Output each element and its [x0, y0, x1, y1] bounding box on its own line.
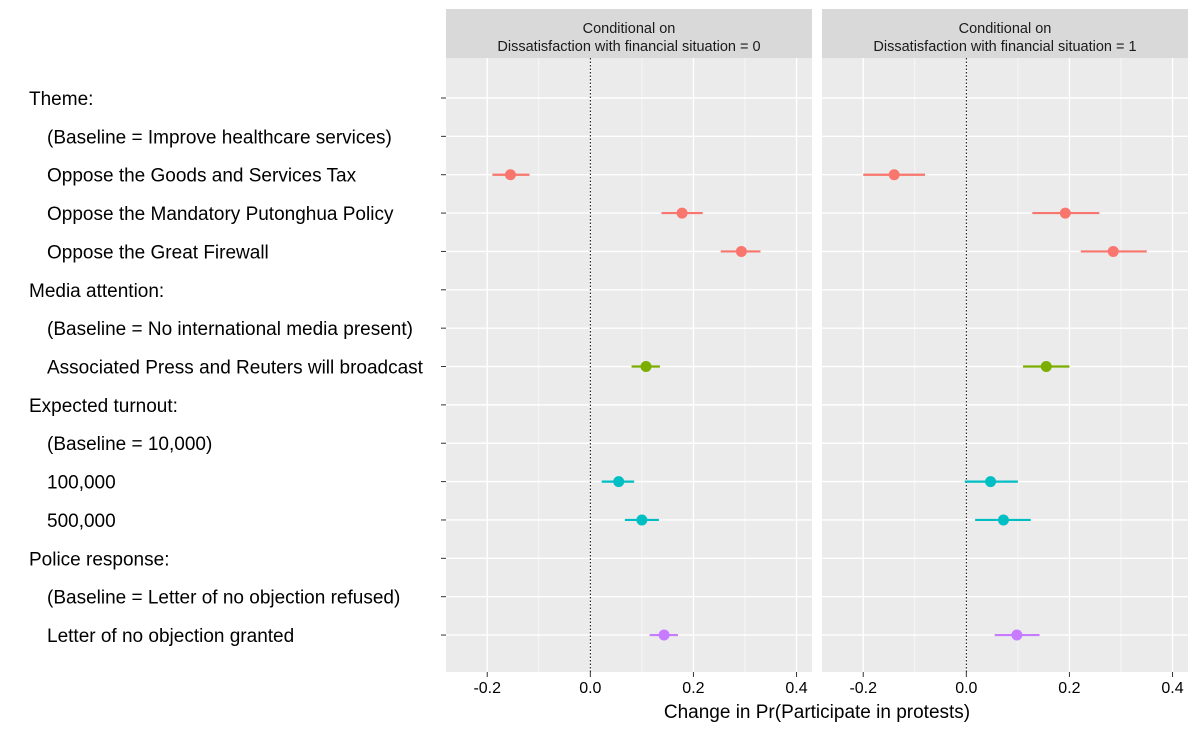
x-tick-label: 0.2	[1058, 680, 1080, 697]
row-label: (Baseline = 10,000)	[47, 434, 212, 455]
point-estimate	[985, 476, 997, 488]
facet-panel-2: Conditional on Dissatisfaction with finan…	[822, 9, 1188, 697]
row-label: Oppose the Great Firewall	[47, 242, 269, 263]
point-estimate	[735, 245, 747, 257]
point-estimate	[636, 514, 648, 526]
row-label: Expected turnout:	[29, 396, 178, 417]
point-estimate	[1011, 629, 1023, 641]
point-estimate	[504, 169, 516, 181]
facet-strip-subtitle: Dissatisfaction with financial situation…	[497, 39, 760, 55]
row-label: 100,000	[47, 473, 116, 494]
x-tick-label: 0.0	[579, 680, 601, 697]
facet-strip	[822, 9, 1188, 58]
row-label: (Baseline = No international media prese…	[47, 319, 413, 340]
facet-strip	[446, 9, 812, 58]
row-label: Oppose the Goods and Services Tax	[47, 166, 357, 187]
panel-background	[446, 58, 812, 672]
row-label: Oppose the Mandatory Putonghua Policy	[47, 204, 394, 225]
row-label: Police response:	[29, 549, 169, 570]
facet-strip-title: Conditional on	[959, 21, 1052, 37]
point-estimate	[658, 629, 670, 641]
row-label: Letter of no objection granted	[47, 626, 294, 647]
facet-strip-subtitle: Dissatisfaction with financial situation…	[873, 39, 1136, 55]
x-axis-title: Change in Pr(Participate in protests)	[664, 702, 970, 723]
row-label: Media attention:	[29, 281, 164, 302]
x-tick-label: -0.2	[473, 680, 501, 697]
x-tick-label: -0.2	[849, 680, 877, 697]
row-label: (Baseline = Improve healthcare services)	[47, 127, 392, 148]
row-label: (Baseline = Letter of no objection refus…	[47, 588, 400, 609]
facet-strip-title: Conditional on	[583, 21, 676, 37]
point-estimate	[613, 476, 625, 488]
row-label: Associated Press and Reuters will broadc…	[47, 358, 424, 379]
point-estimate	[1040, 361, 1052, 373]
x-tick-label: 0.4	[785, 680, 807, 697]
point-estimate	[888, 169, 900, 181]
point-estimate	[997, 514, 1009, 526]
x-tick-label: 0.4	[1161, 680, 1183, 697]
point-estimate	[640, 361, 652, 373]
point-estimate	[1107, 245, 1119, 257]
row-label: Theme:	[29, 89, 93, 110]
point-estimate	[676, 207, 688, 219]
x-tick-label: 0.0	[955, 680, 977, 697]
point-estimate	[1059, 207, 1071, 219]
facet-panel-1: Conditional on Dissatisfaction with finan…	[446, 9, 812, 697]
x-tick-label: 0.2	[682, 680, 704, 697]
row-label: 500,000	[47, 511, 116, 532]
panel-background	[822, 58, 1188, 672]
